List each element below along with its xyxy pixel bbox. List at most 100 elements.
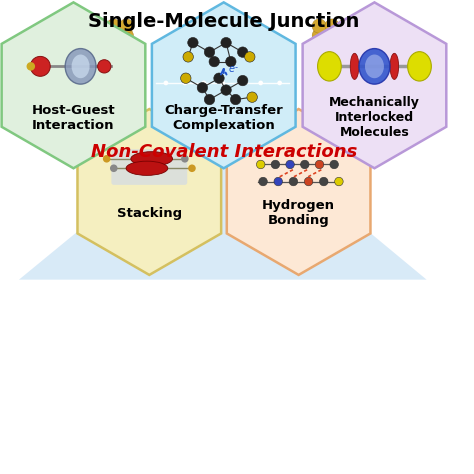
Circle shape	[363, 95, 378, 109]
Circle shape	[68, 76, 82, 90]
Circle shape	[209, 56, 219, 67]
Circle shape	[312, 95, 326, 109]
Circle shape	[106, 38, 120, 52]
Text: Host-Guest
Interaction: Host-Guest Interaction	[32, 103, 115, 132]
Circle shape	[237, 47, 248, 57]
Circle shape	[325, 76, 339, 90]
Ellipse shape	[390, 54, 399, 80]
Circle shape	[363, 104, 378, 118]
Circle shape	[106, 47, 120, 62]
Circle shape	[106, 76, 120, 90]
Circle shape	[110, 164, 118, 172]
Circle shape	[94, 85, 108, 100]
Circle shape	[301, 160, 309, 169]
Circle shape	[119, 38, 134, 52]
Circle shape	[325, 95, 339, 109]
Circle shape	[277, 81, 282, 85]
Circle shape	[94, 95, 108, 109]
Circle shape	[68, 114, 82, 128]
Circle shape	[230, 94, 241, 105]
Circle shape	[43, 85, 57, 100]
Circle shape	[350, 114, 365, 128]
Circle shape	[81, 57, 95, 71]
Circle shape	[312, 76, 326, 90]
Circle shape	[94, 123, 108, 137]
Circle shape	[106, 114, 120, 128]
Circle shape	[325, 123, 339, 137]
Circle shape	[312, 123, 326, 137]
Circle shape	[106, 28, 120, 43]
Circle shape	[119, 66, 134, 81]
Circle shape	[337, 28, 352, 43]
Circle shape	[258, 81, 263, 85]
Circle shape	[350, 104, 365, 118]
Circle shape	[286, 160, 294, 169]
Circle shape	[68, 85, 82, 100]
Circle shape	[337, 123, 352, 137]
Circle shape	[94, 114, 108, 128]
Circle shape	[55, 76, 70, 90]
Circle shape	[363, 85, 378, 100]
Circle shape	[81, 28, 95, 43]
Circle shape	[94, 76, 108, 90]
Circle shape	[119, 57, 134, 71]
Circle shape	[188, 37, 198, 48]
Circle shape	[181, 155, 189, 163]
Circle shape	[81, 47, 95, 62]
Circle shape	[183, 52, 193, 62]
Circle shape	[350, 47, 365, 62]
Circle shape	[201, 81, 206, 85]
Circle shape	[325, 38, 339, 52]
Circle shape	[68, 47, 82, 62]
Circle shape	[43, 76, 57, 90]
Circle shape	[81, 95, 95, 109]
Ellipse shape	[72, 55, 90, 78]
Circle shape	[214, 73, 224, 83]
Circle shape	[43, 95, 57, 109]
Circle shape	[350, 76, 365, 90]
Circle shape	[119, 123, 134, 137]
Circle shape	[245, 52, 255, 62]
Circle shape	[335, 177, 343, 186]
Circle shape	[119, 95, 134, 109]
Circle shape	[181, 73, 191, 83]
Circle shape	[312, 47, 326, 62]
Circle shape	[363, 47, 378, 62]
Circle shape	[119, 133, 134, 147]
Circle shape	[256, 160, 265, 169]
Circle shape	[271, 160, 280, 169]
Circle shape	[337, 114, 352, 128]
Circle shape	[119, 28, 134, 43]
Circle shape	[337, 66, 352, 81]
Circle shape	[337, 47, 352, 62]
Circle shape	[103, 155, 110, 163]
Ellipse shape	[131, 152, 173, 166]
Circle shape	[106, 104, 120, 118]
Circle shape	[106, 19, 120, 33]
Circle shape	[350, 66, 365, 81]
Polygon shape	[152, 2, 296, 168]
Ellipse shape	[98, 60, 111, 73]
Circle shape	[164, 81, 168, 85]
Ellipse shape	[359, 49, 390, 84]
Circle shape	[312, 114, 326, 128]
Circle shape	[274, 177, 283, 186]
Circle shape	[325, 114, 339, 128]
Circle shape	[350, 95, 365, 109]
Circle shape	[312, 19, 326, 33]
Circle shape	[81, 104, 95, 118]
Circle shape	[350, 85, 365, 100]
Circle shape	[289, 177, 298, 186]
Polygon shape	[77, 109, 221, 275]
Circle shape	[315, 160, 324, 169]
Circle shape	[325, 104, 339, 118]
Circle shape	[389, 95, 403, 109]
Circle shape	[337, 95, 352, 109]
Circle shape	[55, 66, 70, 81]
Circle shape	[330, 160, 338, 169]
Circle shape	[350, 38, 365, 52]
Circle shape	[94, 28, 108, 43]
Circle shape	[106, 85, 120, 100]
Circle shape	[350, 123, 365, 137]
Circle shape	[226, 56, 236, 67]
